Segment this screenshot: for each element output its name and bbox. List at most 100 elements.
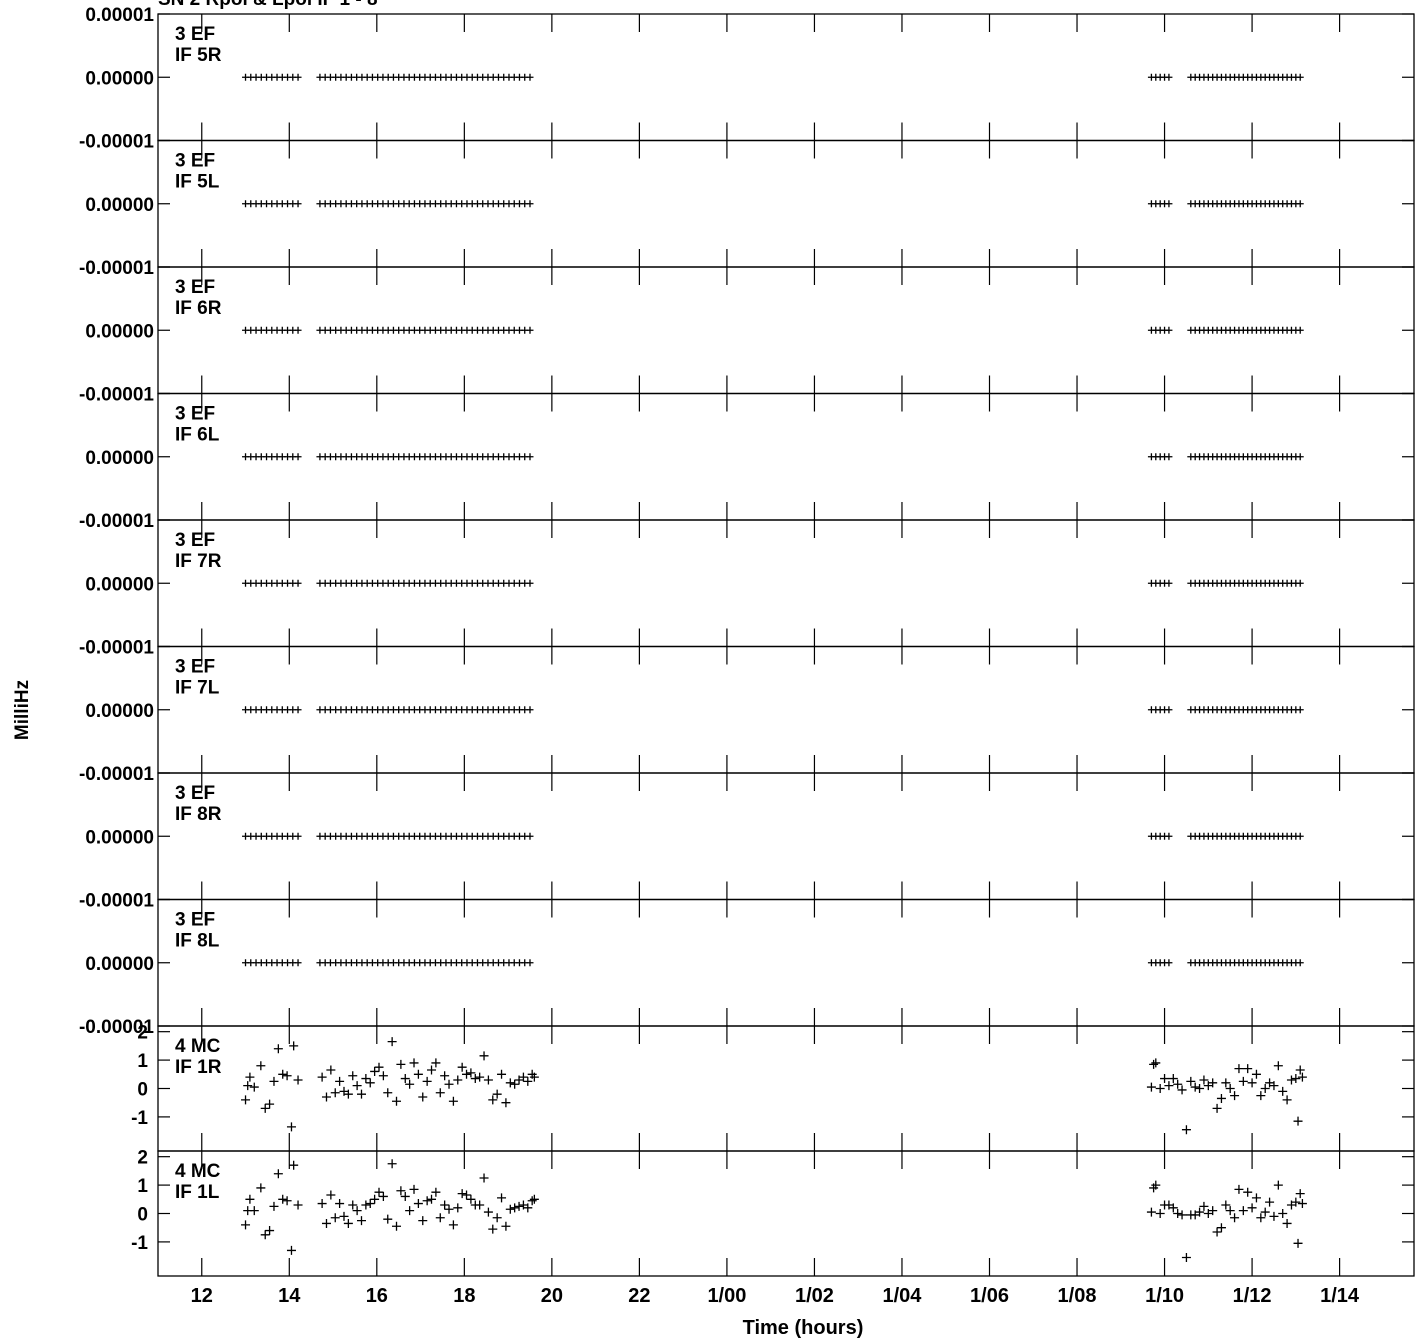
data-point: [1238, 1206, 1248, 1216]
data-point: [435, 1088, 445, 1098]
data-point: [1181, 1253, 1191, 1263]
data-point: [286, 1245, 296, 1255]
data-point: [422, 1196, 432, 1206]
data-point: [1155, 1084, 1165, 1093]
data-point: [256, 1061, 266, 1071]
panel-if-label: IF 5R: [175, 45, 222, 66]
data-point: [365, 1199, 375, 1209]
data-point: [479, 1051, 489, 1061]
data-point: [378, 1071, 388, 1081]
data-point: [1282, 1218, 1292, 1228]
data-point: [1286, 1075, 1296, 1085]
data-point: [492, 1213, 502, 1223]
data-point: [462, 1190, 472, 1200]
y-tick-label: -1: [131, 1233, 148, 1254]
data-point: [1199, 1201, 1209, 1211]
data-point: [526, 706, 534, 714]
data-point: [1273, 1061, 1283, 1071]
data-point: [1165, 326, 1173, 334]
data-point: [273, 1169, 283, 1179]
data-point: [317, 1072, 327, 1082]
data-point: [1221, 1078, 1231, 1088]
data-point: [1208, 1206, 1218, 1216]
x-tick-label: 12: [191, 1285, 213, 1307]
panel-station-label: 4 MC: [175, 1161, 221, 1182]
data-point: [335, 1076, 345, 1086]
data-point: [483, 1207, 493, 1217]
data-point: [387, 1159, 397, 1169]
data-point: [374, 1187, 384, 1197]
data-point: [409, 1184, 419, 1194]
y-tick-label: -0.00001: [79, 132, 154, 153]
data-point: [1168, 1203, 1178, 1213]
data-point: [249, 1082, 259, 1092]
panel-if-label: IF 1R: [175, 1057, 222, 1078]
data-point: [497, 1193, 507, 1203]
x-tick-label: 1/10: [1145, 1285, 1184, 1307]
data-point: [526, 326, 534, 334]
data-point: [249, 1206, 259, 1216]
data-point: [1269, 1081, 1279, 1091]
data-point: [526, 73, 534, 81]
data-point: [413, 1199, 423, 1209]
data-point: [1247, 1203, 1257, 1213]
data-point: [1151, 1058, 1161, 1068]
y-tick-label: 0.00000: [85, 195, 154, 216]
y-tick-label: 0.00000: [85, 448, 154, 469]
data-point: [1216, 1223, 1226, 1233]
data-point: [518, 1072, 528, 1082]
data-point: [361, 1074, 371, 1084]
data-point: [370, 1066, 380, 1076]
data-point: [1230, 1213, 1240, 1223]
x-tick-label: 1/00: [707, 1285, 746, 1307]
data-point: [294, 453, 302, 461]
data-point: [1165, 200, 1173, 208]
data-point: [370, 1194, 380, 1204]
data-point: [245, 1194, 255, 1204]
data-point: [1273, 1180, 1283, 1190]
panel-if-label: IF 7R: [175, 551, 222, 572]
panel-if-label: IF 6R: [175, 298, 222, 319]
x-tick-label: 20: [541, 1285, 563, 1307]
data-point: [1165, 579, 1173, 587]
data-point: [470, 1074, 480, 1084]
data-point: [343, 1218, 353, 1228]
data-point: [1195, 1084, 1205, 1093]
data-point: [392, 1096, 402, 1106]
data-point: [265, 1099, 275, 1109]
data-point: [448, 1096, 458, 1106]
data-point: [1269, 1211, 1279, 1221]
data-point: [1199, 1075, 1209, 1085]
data-point: [1165, 73, 1173, 81]
data-point: [526, 453, 534, 461]
x-tick-label: 1/02: [795, 1285, 834, 1307]
data-point: [413, 1069, 423, 1079]
data-point: [1296, 73, 1304, 81]
data-point: [294, 706, 302, 714]
panel-station-label: 3 EF: [175, 404, 215, 425]
y-tick-label: -0.00001: [79, 258, 154, 279]
x-tick-label: 18: [453, 1285, 475, 1307]
data-point: [1293, 1238, 1303, 1248]
data-point: [1295, 1189, 1305, 1199]
data-point: [1173, 1209, 1183, 1218]
data-point: [444, 1079, 454, 1089]
data-point: [466, 1068, 476, 1078]
data-point: [510, 1079, 520, 1089]
data-point: [523, 1076, 533, 1086]
data-point: [273, 1044, 283, 1054]
data-point: [405, 1206, 415, 1216]
data-point: [510, 1203, 520, 1213]
data-point: [321, 1218, 331, 1228]
x-tick-label: 1/12: [1233, 1285, 1272, 1307]
y-tick-label: 0.00000: [85, 321, 154, 342]
data-point: [475, 1200, 485, 1210]
data-point: [1160, 1074, 1170, 1084]
y-tick-label: 0: [137, 1080, 148, 1101]
